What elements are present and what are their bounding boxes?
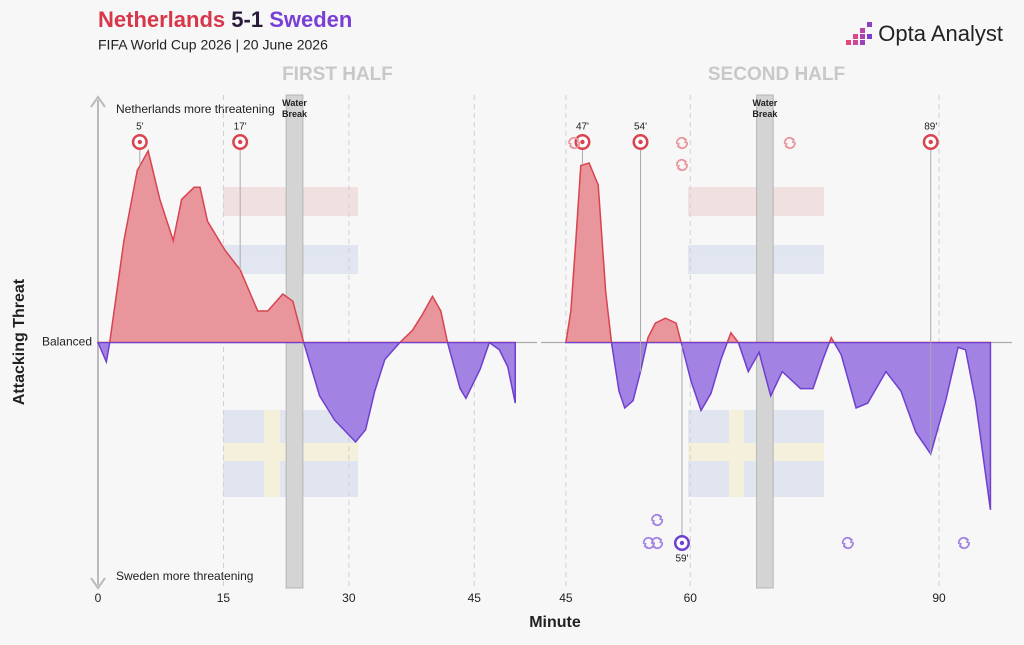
- home-threat-area: [565, 162, 992, 342]
- away-threat-area: [96, 342, 517, 444]
- sub-arrow: [675, 136, 688, 150]
- home-threat-area: [96, 148, 517, 342]
- substitution-icon: [957, 536, 970, 550]
- away-team: Sweden: [269, 7, 352, 32]
- water-break-label: Water Break: [752, 98, 778, 119]
- substitution-icon: [675, 158, 688, 172]
- goal-label: 89': [924, 122, 937, 133]
- water-break-line: Break: [752, 109, 778, 119]
- x-tick-label: 45: [559, 591, 573, 605]
- x-tick-label: 0: [95, 591, 102, 605]
- brand-icon: [846, 22, 872, 45]
- score: 5-1: [231, 7, 263, 32]
- y-axis-label: Attacking Threat: [11, 278, 28, 405]
- substitution-icon: [783, 136, 796, 150]
- sub-arrow: [568, 136, 581, 150]
- x-tick-label: 60: [684, 591, 698, 605]
- sub-arrow: [675, 158, 688, 172]
- substitution-icon: [651, 536, 664, 550]
- sub-arrow: [957, 536, 970, 550]
- x-tick-label: 15: [217, 591, 231, 605]
- axis-arrows: [90, 95, 106, 590]
- brand: Opta Analyst: [878, 21, 1003, 46]
- annotation-bottom: Sweden more threatening: [116, 569, 253, 583]
- goal-label: 59': [675, 554, 688, 565]
- goal-label: 54': [634, 122, 647, 133]
- sub-arrow: [651, 513, 664, 527]
- goal-label: 5': [136, 122, 144, 133]
- substitution-icon: [568, 136, 581, 150]
- goal-ball-patch: [580, 139, 585, 145]
- water-break-line: Water: [753, 98, 778, 108]
- water-break-label: Water Break: [282, 98, 308, 119]
- panel-title: FIRST HALF: [282, 64, 393, 85]
- sub-arrow: [651, 536, 664, 550]
- goal-label: 47': [576, 122, 589, 133]
- goal-ball-patch: [928, 139, 933, 145]
- x-tick-label: 45: [468, 591, 482, 605]
- away-threat-area: [564, 342, 992, 510]
- substitution-icon: [651, 513, 664, 527]
- title: Netherlands 5-1 Sweden: [98, 7, 352, 32]
- sub-arrow: [841, 536, 854, 550]
- x-tick-label: 30: [342, 591, 356, 605]
- substitution-icon: [675, 136, 688, 150]
- water-break-line: Break: [282, 109, 308, 119]
- goal-ball-patch: [237, 139, 243, 145]
- y-tick-label: Balanced: [42, 335, 92, 349]
- goal-ball-patch: [137, 139, 143, 145]
- subtitle: FIFA World Cup 2026 | 20 June 2026: [98, 37, 328, 53]
- annotation-top: Netherlands more threatening: [116, 102, 275, 116]
- sub-arrow: [783, 136, 796, 150]
- home-team: Netherlands: [98, 7, 225, 32]
- goal-label: 17': [234, 122, 247, 133]
- panel-title: SECOND HALF: [708, 64, 845, 85]
- goal-ball-patch: [679, 540, 685, 546]
- substitution-icon: [841, 536, 854, 550]
- water-break-line: Water: [282, 98, 307, 108]
- x-axis-label: Minute: [529, 614, 581, 631]
- goal-ball-patch: [638, 139, 643, 145]
- water-break: [756, 94, 774, 589]
- x-tick-label: 90: [932, 591, 946, 605]
